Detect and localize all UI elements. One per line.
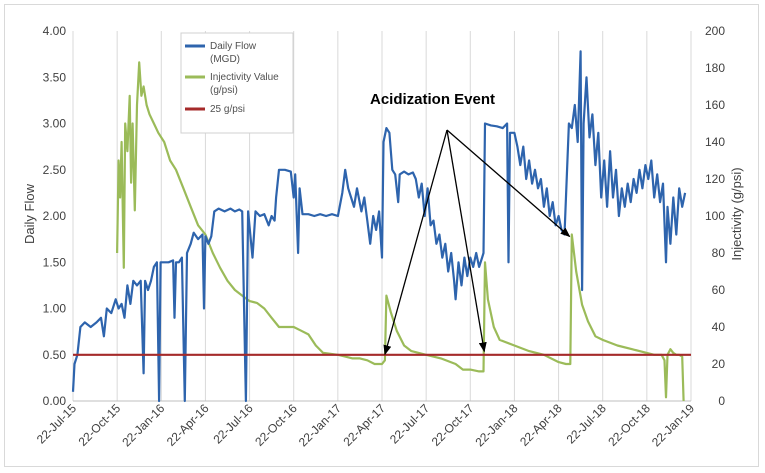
- legend-label-25-gpsi: 25 g/psi: [210, 104, 245, 115]
- y-axis-right-title: Injectivity (g/psi): [729, 167, 744, 260]
- y-right-tick-label: 60: [712, 283, 726, 297]
- right-axis-ticks: 0 20 40 60 80 100 120 140 160 180 200: [705, 24, 725, 408]
- series-line-injectivity-value: [116, 61, 685, 402]
- y-axis-left-title: Daily Flow: [22, 183, 37, 244]
- x-tick-label: 22-Apr-16: [164, 401, 212, 449]
- annotation-arrows: [383, 129, 571, 356]
- x-tick-label: 22-Oct-17: [429, 401, 477, 449]
- annotation-arrow: [446, 129, 571, 238]
- gridlines: [72, 31, 692, 401]
- annotation-arrow: [383, 129, 448, 356]
- annotation-arrow: [446, 129, 487, 353]
- y-right-tick-label: 100: [705, 209, 725, 223]
- left-axis-ticks: 0.00 0.50 1.00 1.50 2.00 2.50 3.00 3.50 4.00: [43, 24, 67, 408]
- x-tick-label: 22-Apr-18: [517, 401, 565, 449]
- series-line-daily-flow: [71, 50, 687, 403]
- x-tick-label: 22-Jul-18: [564, 401, 610, 447]
- x-tick-label: 22-Jul-17: [387, 401, 433, 447]
- y-left-tick-label: 1.00: [43, 302, 67, 316]
- y-right-tick-label: 80: [712, 246, 726, 260]
- y-left-tick-label: 2.00: [43, 209, 67, 223]
- x-tick-label: 22-Jan-16: [119, 401, 167, 449]
- legend: Daily Flow (MGD) Injectivity Value (g/ps…: [180, 32, 294, 134]
- annotation-acidization-event: Acidization Event: [370, 91, 495, 108]
- legend-label-daily-flow-units: (MGD): [210, 54, 240, 65]
- y-right-tick-label: 40: [712, 320, 726, 334]
- x-tick-label: 22-Jan-19: [649, 401, 697, 449]
- y-right-tick-label: 180: [705, 61, 725, 75]
- x-tick-label: 22-Jan-17: [296, 401, 344, 449]
- y-left-tick-label: 1.50: [43, 255, 67, 269]
- x-tick-label: 22-Oct-16: [252, 401, 300, 449]
- y-right-tick-label: 20: [712, 357, 726, 371]
- y-left-tick-label: 0.00: [43, 394, 67, 408]
- x-axis-ticks: 22-Jul-1522-Oct-1522-Jan-1622-Apr-1622-J…: [34, 401, 697, 449]
- y-right-tick-label: 120: [705, 172, 725, 186]
- y-left-tick-label: 2.50: [43, 163, 67, 177]
- y-right-tick-label: 0: [718, 394, 725, 408]
- y-right-tick-label: 160: [705, 98, 725, 112]
- x-tick-label: 22-Apr-17: [340, 401, 388, 449]
- y-left-tick-label: 4.00: [43, 24, 67, 38]
- series-layer: [71, 50, 691, 403]
- legend-label-injectivity-units: (g/psi): [210, 85, 238, 96]
- x-tick-label: 22-Oct-15: [76, 401, 124, 449]
- x-tick-label: 22-Jul-16: [210, 401, 256, 447]
- y-right-tick-label: 200: [705, 24, 725, 38]
- y-left-tick-label: 3.00: [43, 117, 67, 131]
- y-left-tick-label: 3.50: [43, 70, 67, 84]
- legend-label-injectivity: Injectivity Value: [210, 72, 279, 83]
- x-tick-label: 22-Jan-18: [472, 401, 520, 449]
- legend-box: [180, 32, 294, 134]
- y-right-tick-label: 140: [705, 135, 725, 149]
- y-left-tick-label: 0.50: [43, 348, 67, 362]
- legend-label-daily-flow: Daily Flow: [210, 41, 257, 52]
- x-tick-label: 22-Oct-18: [605, 401, 653, 449]
